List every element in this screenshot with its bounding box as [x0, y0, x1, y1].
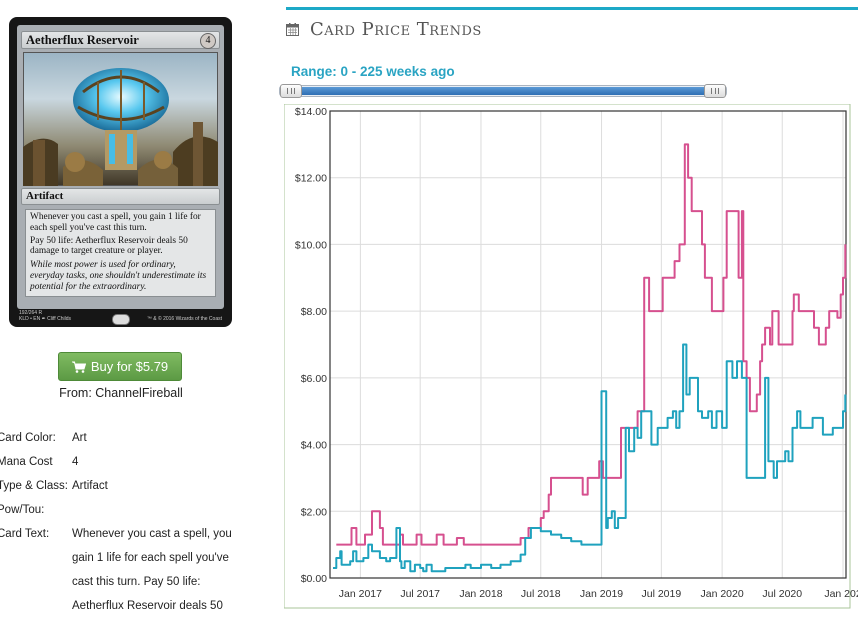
info-value: 4 — [72, 456, 79, 468]
info-label: Card Color: — [0, 432, 56, 444]
plot-area-border — [329, 110, 847, 579]
x-tick-label: Jan 2017 — [339, 588, 382, 600]
range-slider-high-handle[interactable] — [704, 84, 726, 98]
info-row-type-class: Type & Class: Artifact — [0, 474, 250, 498]
y-tick-label: $8.00 — [301, 306, 327, 318]
card-rules-text-2: Pay 50 life: Aetherflux Reservoir deals … — [30, 235, 188, 257]
info-label: Mana Cost — [0, 456, 53, 468]
card-art-illustration — [23, 68, 218, 186]
info-row-card-color: Card Color: Art — [0, 426, 250, 450]
range-label: Range: 0 - 225 weeks ago — [291, 64, 455, 79]
card-name: Aetherflux Reservoir — [26, 33, 139, 47]
y-tick-label: $0.00 — [301, 573, 327, 585]
info-value: Artifact — [72, 480, 108, 492]
card-type-bar: Artifact — [21, 188, 220, 205]
section-accent-line — [286, 7, 858, 10]
card-frame: Aetherflux Reservoir 4 — [17, 25, 224, 309]
y-tick-label: $12.00 — [295, 173, 327, 185]
x-tick-label: Jan 2018 — [459, 588, 502, 600]
card-footer: 192/264 R KLD • EN ✒ Cliff Childs ™ & © … — [19, 310, 222, 324]
price-series-line-2 — [333, 343, 847, 573]
y-tick-label: $6.00 — [301, 373, 327, 385]
card-rules-text-1: Whenever you cast a spell, you gain 1 li… — [30, 212, 201, 233]
card-art — [23, 52, 218, 186]
info-value: Art — [72, 432, 87, 444]
buy-button[interactable]: Buy for $5.79 — [58, 352, 182, 381]
x-tick-label: Jul 2018 — [521, 588, 561, 600]
info-label: Type & Class: — [0, 480, 68, 492]
price-chart: $0.00 $2.00 $4.00 $6.00 $8.00 $10.00 $12.00 $14… — [283, 103, 858, 612]
info-label: Card Text: — [0, 528, 50, 540]
set-symbol-icon — [112, 314, 130, 325]
info-value: Whenever you cast a spell, you gain 1 li… — [72, 528, 232, 612]
chart-outer-frame — [283, 103, 851, 609]
x-tick-label: Jan 2020 — [701, 588, 744, 600]
y-tick-label: $14.00 — [295, 106, 327, 118]
y-tick-label: $4.00 — [301, 440, 327, 452]
range-slider-fill — [298, 87, 708, 95]
mana-symbol: 4 — [200, 33, 216, 49]
card-name-bar: Aetherflux Reservoir 4 — [21, 31, 220, 49]
price-chart-svg: $0.00 $2.00 $4.00 $6.00 $8.00 $10.00 $12.00 $14… — [283, 103, 858, 609]
section-header: Card Price Trends — [286, 17, 482, 41]
range-slider[interactable] — [279, 84, 727, 98]
y-tick-label: $2.00 — [301, 506, 327, 518]
card-copyright: ™ & © 2016 Wizards of the Coast — [146, 316, 222, 322]
calendar-icon — [286, 22, 299, 36]
x-tick-label: Jan 2019 — [580, 588, 623, 600]
card-set-artist: KLD • EN ✒ Cliff Childs — [19, 316, 71, 322]
price-series-line-1 — [336, 143, 847, 546]
info-row-pow-tou: Pow/Tou: — [0, 498, 250, 522]
buy-button-label: Buy for $5.79 — [90, 359, 169, 374]
buy-source: From: ChannelFireball — [59, 386, 183, 400]
card-image: Aetherflux Reservoir 4 — [9, 17, 232, 327]
section-title: Card Price Trends — [310, 18, 482, 40]
info-label: Pow/Tou: — [0, 504, 45, 516]
card-flavor-text: While most power is used for ordinary, e… — [30, 260, 207, 292]
x-tick-label: Jul 2020 — [762, 588, 802, 600]
card-type-line: Artifact — [26, 190, 64, 202]
shopping-cart-icon — [71, 361, 86, 373]
card-info-table: Card Color: Art Mana Cost 4 Type & Class… — [0, 426, 250, 612]
info-row-card-text: Card Text: Whenever you cast a spell, yo… — [0, 522, 250, 612]
x-tick-label: Jul 2019 — [641, 588, 681, 600]
info-row-mana-cost: Mana Cost 4 — [0, 450, 250, 474]
range-slider-low-handle[interactable] — [280, 84, 302, 98]
x-tick-label: Jan 202 — [824, 588, 858, 600]
x-tick-label: Jul 2017 — [400, 588, 440, 600]
card-collector-number: 192/264 R — [19, 310, 43, 316]
card-text-box: Whenever you cast a spell, you gain 1 li… — [25, 209, 216, 297]
y-tick-label: $10.00 — [295, 239, 327, 251]
